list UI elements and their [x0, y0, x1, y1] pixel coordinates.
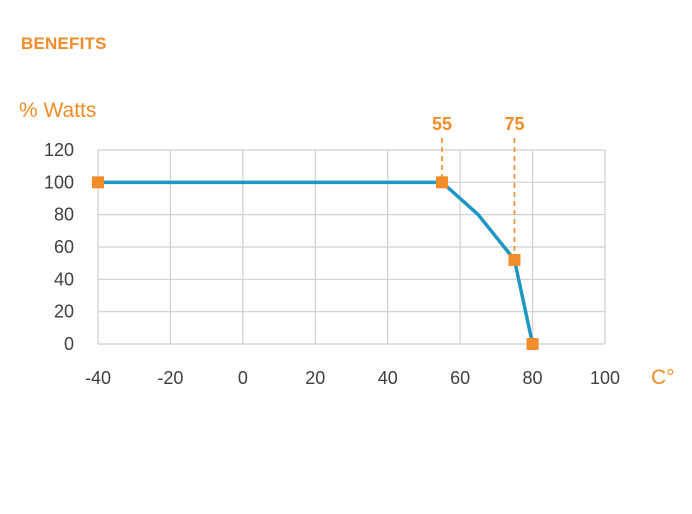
y-tick-label: 40	[54, 269, 74, 289]
annotation-label: 75	[504, 114, 524, 134]
data-point-marker	[436, 176, 449, 189]
y-tick-label: 20	[54, 302, 74, 322]
y-axis-title: % Watts	[19, 99, 96, 122]
x-tick-label: 40	[378, 368, 398, 388]
x-tick-label: 100	[590, 368, 620, 388]
y-tick-label: 80	[54, 205, 74, 225]
page-heading: BENEFITS	[21, 34, 107, 53]
x-axis-title: C°	[651, 366, 675, 389]
x-tick-label: -20	[157, 368, 183, 388]
y-tick-label: 100	[44, 172, 74, 192]
series-line	[96, 180, 535, 346]
x-tick-label: -40	[85, 368, 111, 388]
x-tick-label: 20	[305, 368, 325, 388]
y-tick-label: 120	[44, 140, 74, 160]
data-point-marker	[92, 176, 104, 189]
x-tick-label: 60	[450, 368, 470, 388]
y-tick-label: 0	[64, 334, 74, 354]
data-point-marker	[526, 338, 539, 350]
x-tick-label: 0	[238, 368, 248, 388]
y-tick-label: 60	[54, 237, 74, 257]
data-point-marker	[508, 253, 521, 266]
x-tick-label: 80	[523, 368, 543, 388]
annotation-label: 55	[432, 114, 452, 134]
